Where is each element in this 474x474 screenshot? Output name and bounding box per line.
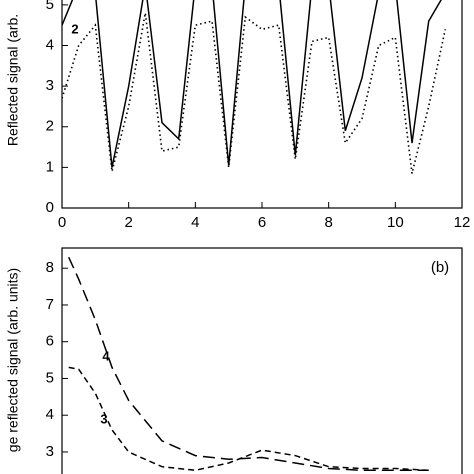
y-axis-label: ge reflected signal (arb. units)	[5, 268, 21, 452]
plot-area	[62, 0, 447, 174]
y-tick-label: 4	[46, 36, 54, 53]
y-tick-label: 5	[46, 0, 54, 13]
y-tick-label: 7	[46, 296, 54, 313]
data-line	[62, 12, 447, 174]
x-tick-label: 4	[191, 214, 199, 231]
y-tick-label: 8	[46, 259, 54, 276]
annotation: 2	[71, 21, 78, 36]
x-tick-label: 0	[58, 214, 66, 231]
data-line	[62, 0, 442, 168]
x-tick-label: 6	[258, 214, 266, 231]
y-tick-label: 1	[46, 158, 54, 175]
y-tick-label: 5	[46, 369, 54, 386]
y-tick-label: 4	[46, 406, 54, 423]
data-line	[68, 366, 429, 472]
annotation: 4	[102, 348, 110, 363]
y-tick-label: 0	[46, 199, 54, 216]
y-tick-label: 2	[46, 118, 54, 135]
plot-frame	[61, 247, 463, 474]
plot-frame	[61, 0, 463, 209]
annotation: 3	[100, 411, 107, 426]
annotation: (b)	[431, 259, 449, 276]
y-axis-label: Reflected signal (arb.	[5, 14, 21, 146]
x-tick-label: 2	[124, 214, 132, 231]
x-tick-label: 10	[387, 214, 404, 231]
plot-area	[68, 256, 429, 472]
x-tick-label: 8	[324, 214, 332, 231]
y-tick-label: 3	[46, 77, 54, 94]
data-line	[68, 256, 429, 472]
x-tick-label: 12	[454, 214, 471, 231]
y-tick-label: 6	[46, 333, 54, 350]
y-tick-label: 3	[46, 443, 54, 460]
